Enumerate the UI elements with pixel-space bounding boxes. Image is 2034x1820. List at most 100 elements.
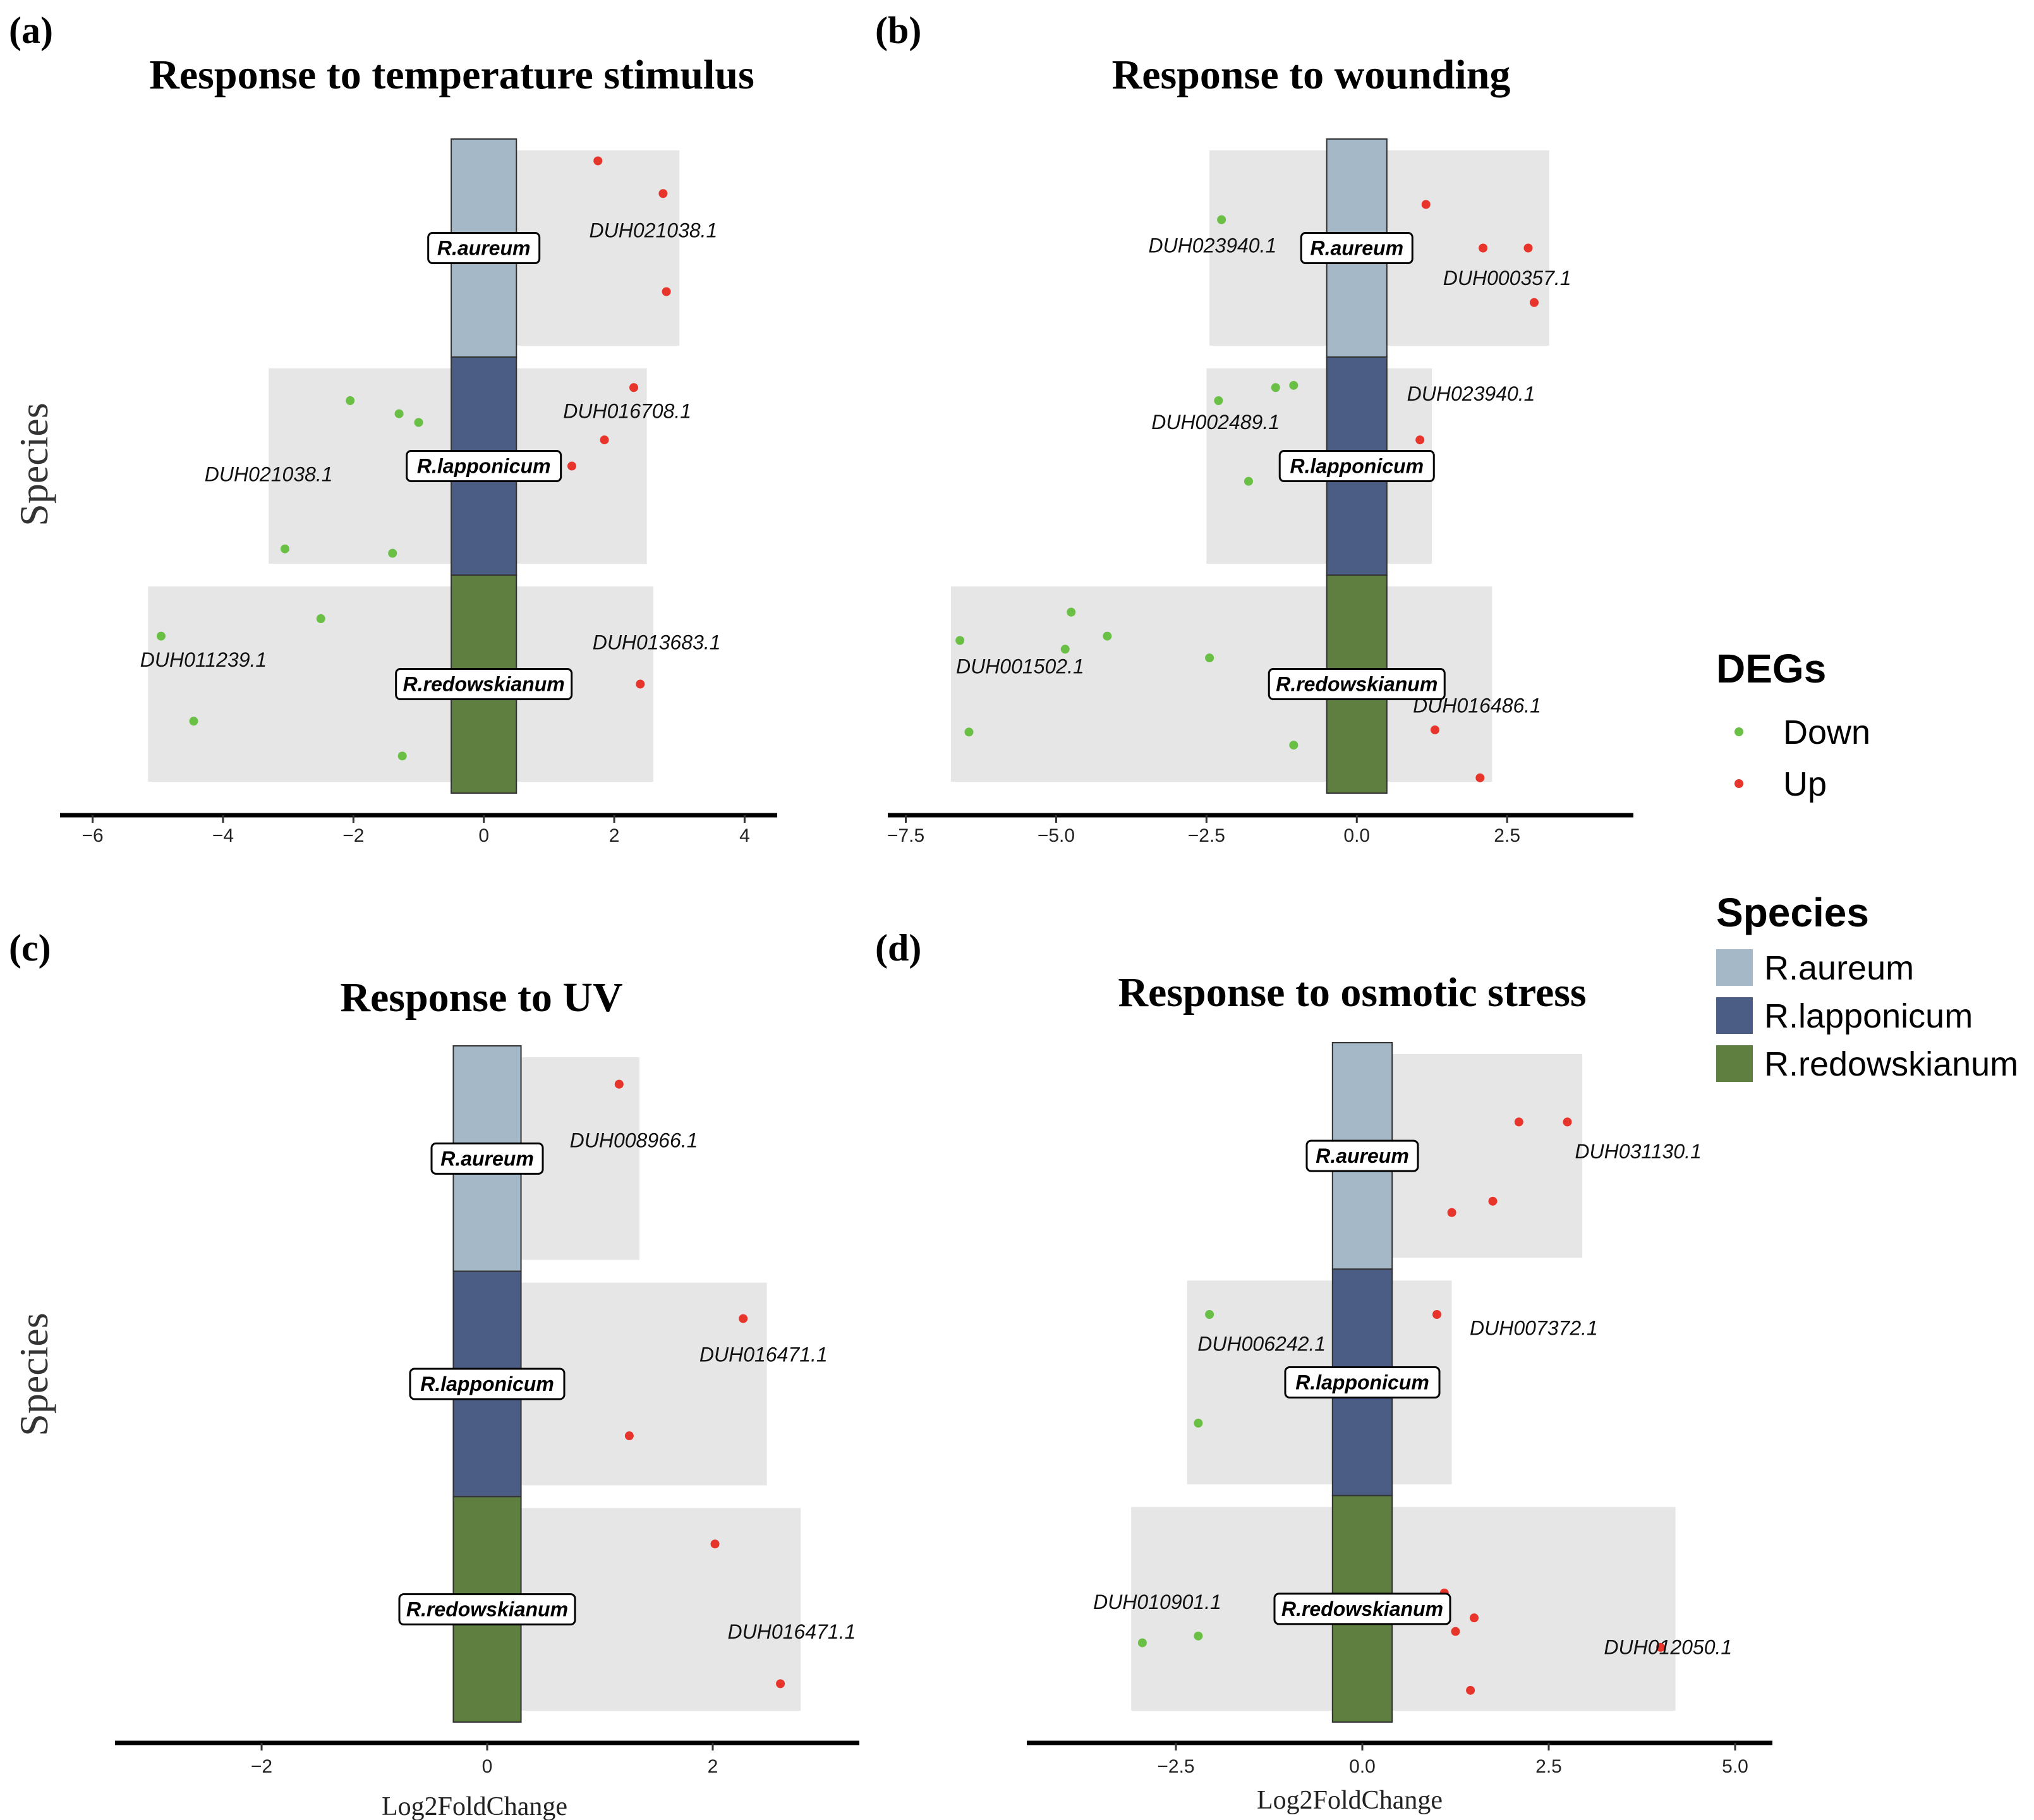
gene-label: DUH021038.1 [205,463,333,486]
deg-point [1451,1627,1460,1636]
gene-label: DUH031130.1 [1575,1140,1701,1163]
species-label: R.lapponicum [1295,1371,1429,1394]
panel-tag: (c) [9,927,51,969]
deg-point [1205,653,1214,663]
gene-label: DUH010901.1 [1093,1591,1221,1613]
deg-point [614,1079,624,1089]
gene-label: DUH023940.1 [1407,382,1535,405]
x-tick-label: −2.5 [1188,825,1225,846]
deg-point [1470,1613,1479,1623]
deg-point [593,156,603,166]
legend-degs-title: DEGs [1716,646,1826,691]
deg-point [739,1314,748,1323]
species-label-box [406,450,562,482]
species-label-box [409,1368,566,1400]
deg-point [414,418,423,427]
deg-point [189,717,198,726]
species-label-box [1278,450,1435,482]
legend-up-dot [1734,779,1743,788]
gene-label: DUH007372.1 [1470,1316,1598,1339]
deg-point [346,396,355,405]
x-axis-label: Log2FoldChange [1257,1786,1443,1815]
gene-label: DUH016471.1 [699,1343,828,1366]
x-tick-label: 2 [708,1756,718,1777]
deg-point [394,409,404,418]
deg-point [1432,1310,1441,1319]
deg-point [1060,645,1070,654]
deg-point [1447,1208,1456,1217]
gene-label: DUH008966.1 [570,1129,698,1152]
gene-label: DUH016471.1 [728,1620,856,1643]
deg-point [1523,243,1533,253]
y-axis-label: Species [11,1313,56,1436]
deg-point [776,1679,785,1689]
deg-point [629,383,638,392]
deg-point [1244,476,1253,486]
deg-point [1067,607,1076,617]
x-tick-label: 0.0 [1349,1756,1376,1777]
species-label-box [1273,1592,1451,1625]
species-label: R.aureum [1316,1144,1409,1167]
gene-label: DUH021038.1 [590,219,718,241]
legend-down-label: Down [1783,713,1870,751]
deg-point [280,544,289,554]
deg-point [156,631,166,641]
species-label: R.lapponicum [420,1373,554,1395]
panel-title: Response to osmotic stress [1118,969,1586,1016]
deg-point [1421,200,1431,209]
panel-c: (c) Response to UV Species DUH008966.1 R.aur… [9,927,859,1820]
species-label: R.lapponicum [417,455,551,478]
species-label-box [430,1142,544,1175]
x-tick-label: 0 [478,825,489,846]
deg-point [1466,1685,1475,1695]
x-tick-label: −7.5 [887,825,924,846]
deg-point [1194,1631,1203,1641]
legend-down-dot [1734,727,1743,736]
x-tick-label: 2.5 [1535,1756,1562,1777]
deg-point [1479,243,1488,253]
deg-point [600,435,609,445]
panel-tag: (b) [875,9,921,51]
deg-point [1289,741,1298,750]
x-tick-label: −2 [251,1756,272,1777]
species-label-box [427,232,541,264]
species-label: R.redowskianum [406,1598,568,1621]
deg-point [1656,1642,1665,1652]
deg-point [1563,1117,1572,1127]
x-tick-label: 4 [739,825,750,846]
deg-point [1271,383,1280,392]
species-label: R.redowskianum [1276,673,1438,696]
x-tick-label: −6 [82,825,103,846]
gene-label: DUH016708.1 [563,400,691,423]
species-label: R.redowskianum [1281,1598,1443,1620]
deg-point [397,751,407,761]
legend-redowskianum-swatch [1716,1045,1753,1082]
legend-species-title: Species [1716,890,1869,935]
deg-point [1514,1117,1523,1127]
gene-label: DUH023940.1 [1148,234,1276,257]
deg-point [1475,773,1485,782]
species-label-box [1284,1366,1441,1398]
gene-label: DUH000357.1 [1443,267,1571,289]
species-label-box [1268,668,1446,700]
deg-point [636,679,645,689]
x-tick-label: −4 [212,825,234,846]
x-tick-label: −2 [342,825,364,846]
deg-point [662,287,671,296]
species-label-box [1305,1139,1419,1172]
x-tick-label: −2.5 [1157,1756,1194,1777]
panel-b: (b) Response to wounding DUH023940.1 DUH000… [875,9,1633,846]
species-range-band [1392,1054,1583,1258]
deg-point [624,1431,634,1441]
x-tick-label: 0.0 [1343,825,1370,846]
legend-lapponicum-swatch [1716,997,1753,1034]
deg-point [316,614,325,623]
deg-point [955,636,965,645]
deg-point [1529,298,1539,307]
legend-aureum-label: R.aureum [1764,949,1914,987]
species-label-box [398,1593,576,1626]
deg-point [710,1539,720,1549]
gene-label: DUH013683.1 [593,631,721,653]
x-tick-label: 2.5 [1494,825,1520,846]
